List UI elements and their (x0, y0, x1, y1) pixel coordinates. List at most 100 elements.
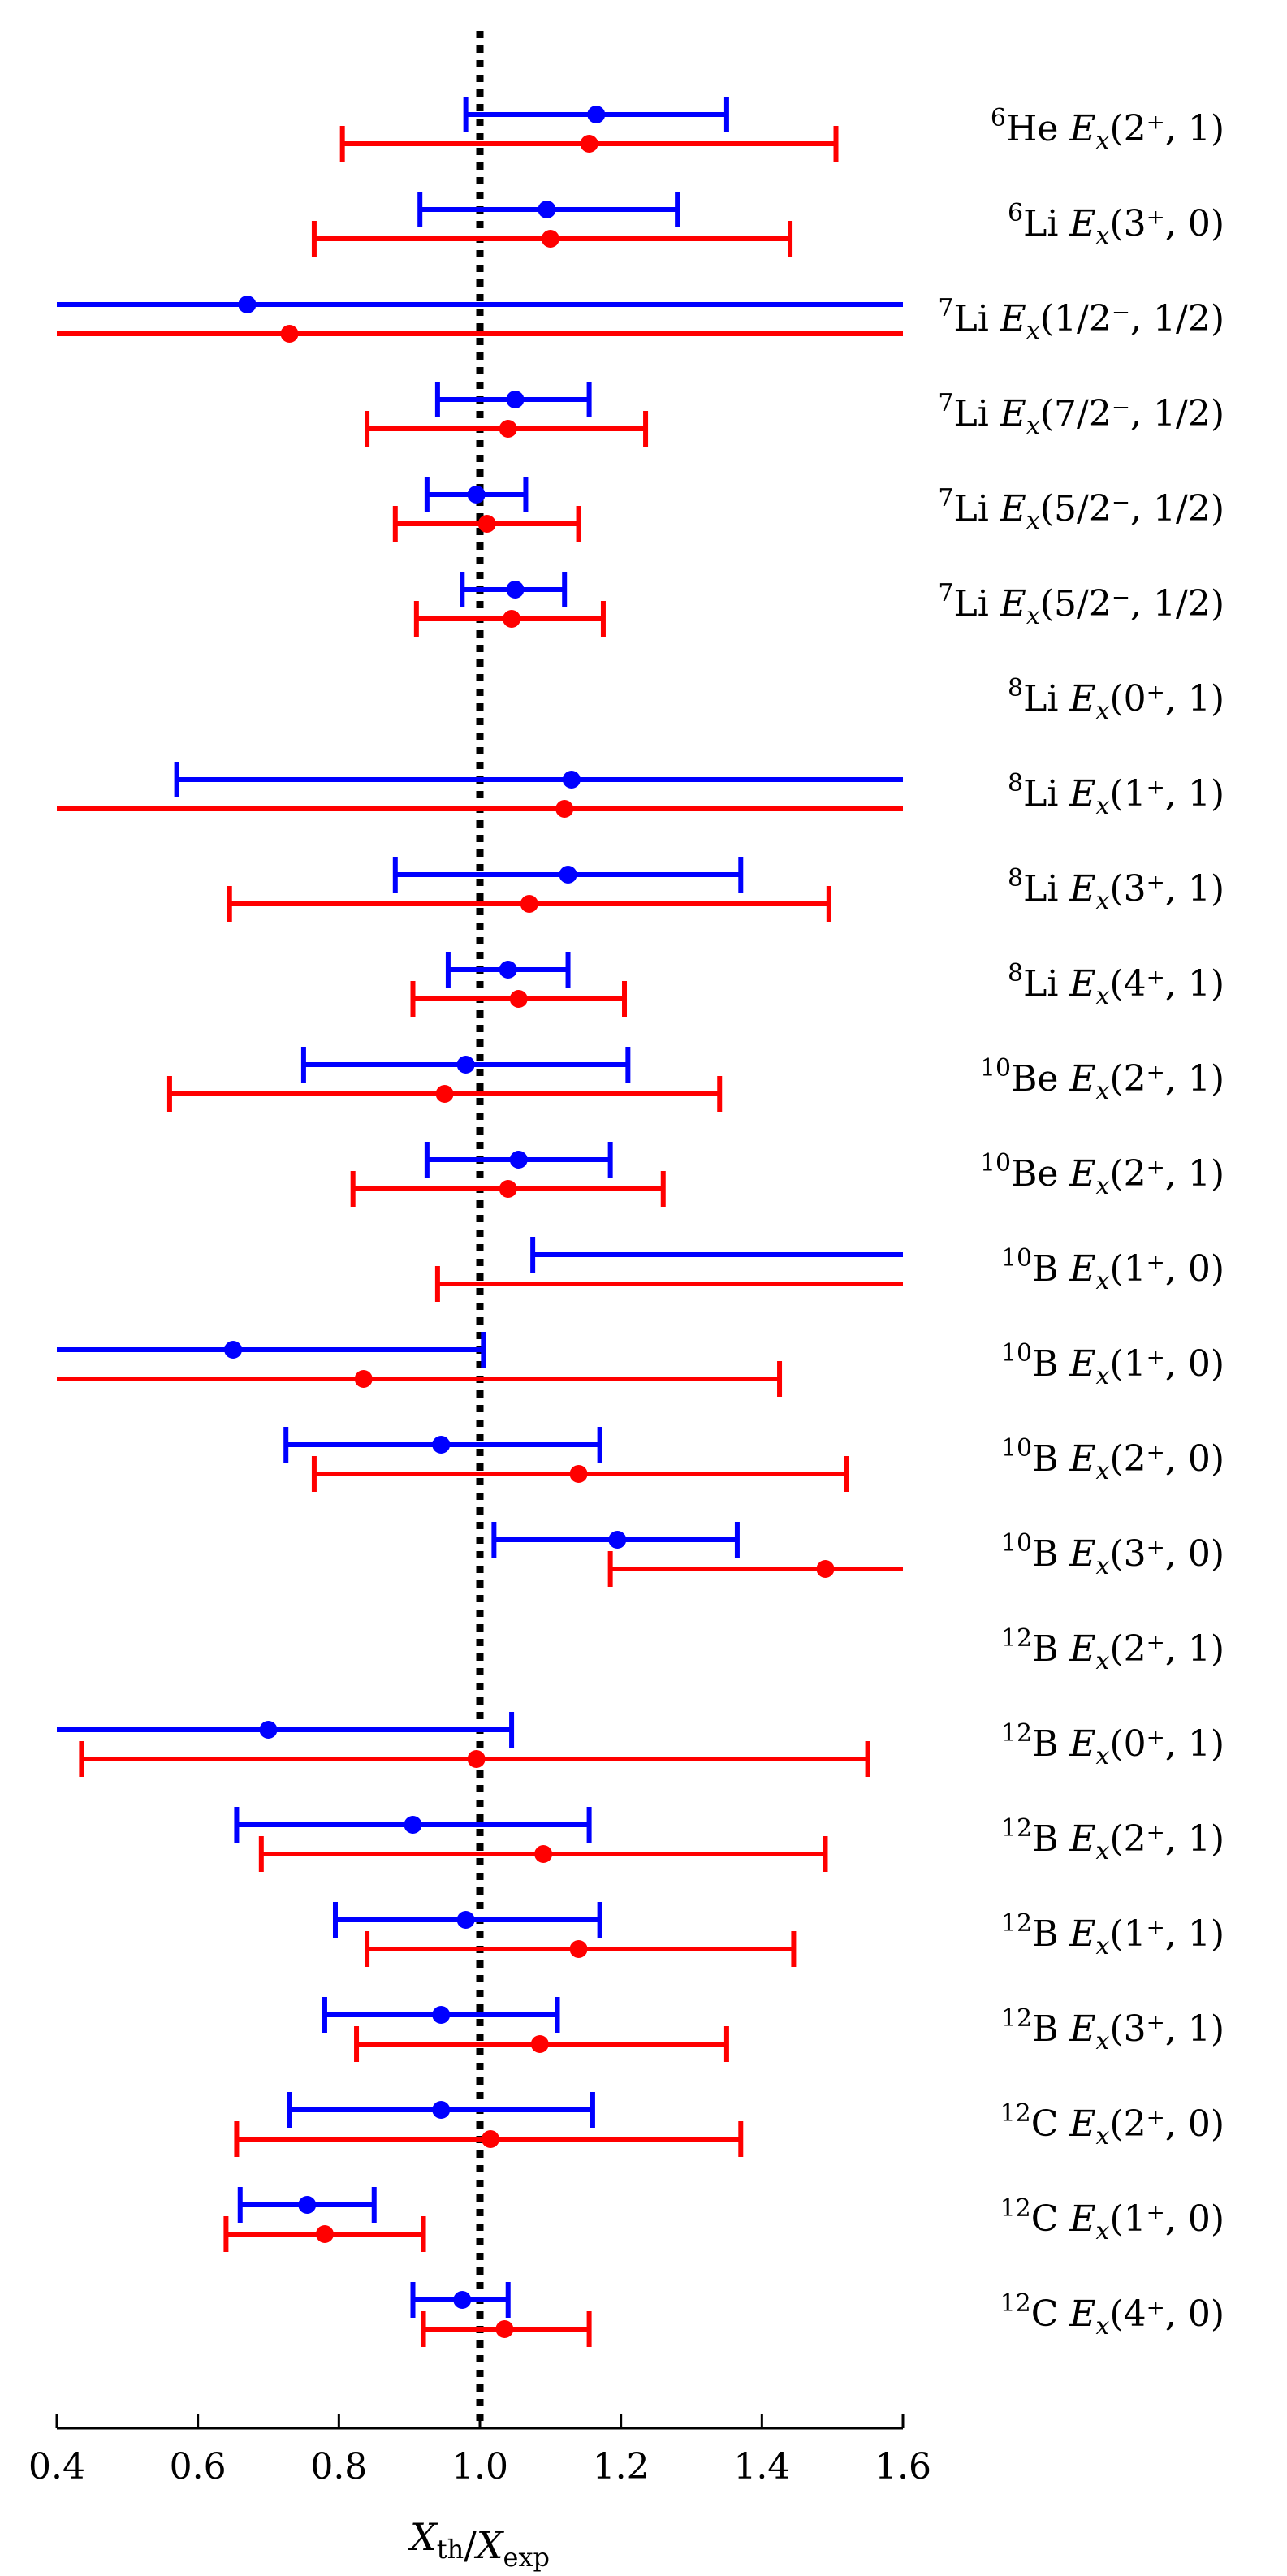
red-data-point (280, 325, 299, 343)
red-errorbar-row-7 (57, 800, 903, 818)
red-data-point (816, 1560, 835, 1578)
red-errorbar-row-1 (311, 221, 793, 257)
blue-errorbar-row-2 (57, 296, 903, 313)
blue-errorbar-row-8 (392, 857, 744, 893)
row-label: 12C Ex(1⁺, 0) (1000, 2194, 1224, 2245)
blue-data-point (506, 581, 525, 599)
row-label: 6Li Ex(3⁺, 0) (1008, 199, 1224, 250)
blue-errorbar-row-10 (300, 1047, 631, 1083)
red-errorbar-row-3 (365, 411, 649, 447)
red-data-point (495, 2320, 514, 2338)
blue-data-point (467, 486, 486, 504)
row-label: 7Li Ex(7/2⁻, 1/2) (938, 389, 1224, 440)
blue-errorbar-row-18 (234, 1807, 592, 1843)
blue-errorbar-row-15 (491, 1522, 740, 1558)
red-errorbar-row-13 (57, 1361, 783, 1397)
blue-data-point (499, 961, 517, 979)
x-tick-label: 0.6 (170, 2446, 227, 2487)
red-data-point (482, 2130, 500, 2148)
red-errorbar-row-2 (57, 325, 903, 343)
blue-errorbar-row-7 (174, 762, 903, 797)
blue-errorbar-row-1 (417, 192, 680, 227)
blue-data-point (506, 391, 525, 408)
row-label: 10Be Ex(2⁺, 1) (980, 1054, 1224, 1105)
red-errorbar-row-23 (421, 2311, 592, 2347)
row-label: 7Li Ex(5/2⁻, 1/2) (938, 579, 1224, 630)
red-errorbar-row-10 (166, 1076, 723, 1112)
x-axis-title: Xth/Xexp (408, 2515, 550, 2573)
blue-data-point (432, 2006, 451, 2024)
x-tick-label: 1.0 (451, 2446, 508, 2487)
blue-data-point (224, 1341, 243, 1359)
red-data-point (499, 420, 517, 438)
red-data-point (520, 895, 538, 913)
red-errorbar-row-22 (223, 2216, 426, 2252)
blue-data-point (432, 1436, 451, 1454)
blue-data-point (608, 1531, 627, 1549)
red-errorbar-row-20 (354, 2026, 729, 2062)
data-marks (57, 97, 903, 2347)
row-label: 12B Ex(0⁺, 1) (1001, 1719, 1224, 1770)
red-errorbar-row-12 (434, 1266, 903, 1302)
x-tick-label: 1.6 (875, 2446, 931, 2487)
red-errorbar-row-21 (234, 2121, 744, 2157)
blue-errorbar-row-0 (463, 97, 729, 132)
red-data-point (555, 800, 574, 818)
red-errorbar-row-15 (607, 1551, 903, 1587)
blue-errorbar-row-11 (424, 1142, 613, 1178)
red-data-point (569, 1940, 588, 1958)
row-label: 12C Ex(4⁺, 0) (1000, 2289, 1224, 2340)
red-errorbar-row-5 (413, 601, 606, 637)
row-label: 12B Ex(2⁺, 1) (1001, 1624, 1224, 1675)
red-data-point (354, 1370, 373, 1388)
blue-data-point (238, 296, 257, 313)
red-data-point (503, 610, 521, 628)
blue-data-point (259, 1721, 278, 1739)
blue-errorbar-row-13 (57, 1332, 486, 1368)
x-tick-label: 1.4 (733, 2446, 790, 2487)
red-data-point (534, 1845, 553, 1863)
blue-data-point (298, 2196, 317, 2214)
blue-errorbar-row-14 (283, 1427, 602, 1463)
row-label: 8Li Ex(4⁺, 1) (1008, 959, 1224, 1010)
x-tick-label: 0.8 (310, 2446, 367, 2487)
blue-data-point (509, 1151, 528, 1169)
blue-errorbar-row-5 (460, 572, 568, 607)
red-data-point (541, 230, 559, 248)
blue-errorbar-row-4 (424, 477, 529, 512)
blue-errorbar-row-23 (410, 2282, 511, 2318)
x-tick-label: 0.4 (28, 2446, 85, 2487)
red-data-point (580, 135, 598, 153)
blue-data-point (559, 866, 577, 884)
blue-errorbar-row-3 (434, 382, 592, 417)
blue-errorbar-row-17 (57, 1712, 515, 1748)
row-label: 12B Ex(2⁺, 1) (1001, 1814, 1224, 1865)
red-data-point (530, 2035, 549, 2053)
row-label: 8Li Ex(0⁺, 1) (1008, 674, 1224, 725)
blue-data-point (538, 201, 556, 218)
blue-errorbar-row-22 (237, 2187, 377, 2223)
row-label: 12C Ex(2⁺, 0) (1000, 2099, 1224, 2150)
row-label: 10Be Ex(2⁺, 1) (980, 1149, 1224, 1200)
red-data-point (509, 990, 528, 1008)
blue-data-point (562, 771, 581, 789)
row-label: 10B Ex(1⁺, 0) (1001, 1339, 1224, 1390)
row-label: 10B Ex(3⁺, 0) (1001, 1529, 1224, 1580)
blue-data-point (456, 1911, 475, 1929)
row-label: 8Li Ex(3⁺, 1) (1008, 864, 1224, 915)
red-errorbar-row-11 (350, 1171, 666, 1207)
red-data-point (435, 1085, 454, 1103)
red-data-point (569, 1465, 588, 1483)
blue-errorbar-row-9 (445, 952, 571, 988)
red-data-point (315, 2225, 334, 2243)
red-errorbar-row-19 (365, 1931, 797, 1967)
red-errorbar-row-0 (339, 126, 839, 162)
row-label: 12B Ex(3⁺, 1) (1001, 2004, 1224, 2055)
blue-errorbar-row-19 (332, 1902, 602, 1938)
row-label: 10B Ex(2⁺, 0) (1001, 1434, 1224, 1485)
red-errorbar-row-17 (79, 1741, 870, 1777)
row-label: 8Li Ex(1⁺, 1) (1008, 769, 1224, 820)
row-label: 6He Ex(2⁺, 1) (991, 104, 1224, 155)
red-errorbar-row-9 (410, 981, 628, 1017)
